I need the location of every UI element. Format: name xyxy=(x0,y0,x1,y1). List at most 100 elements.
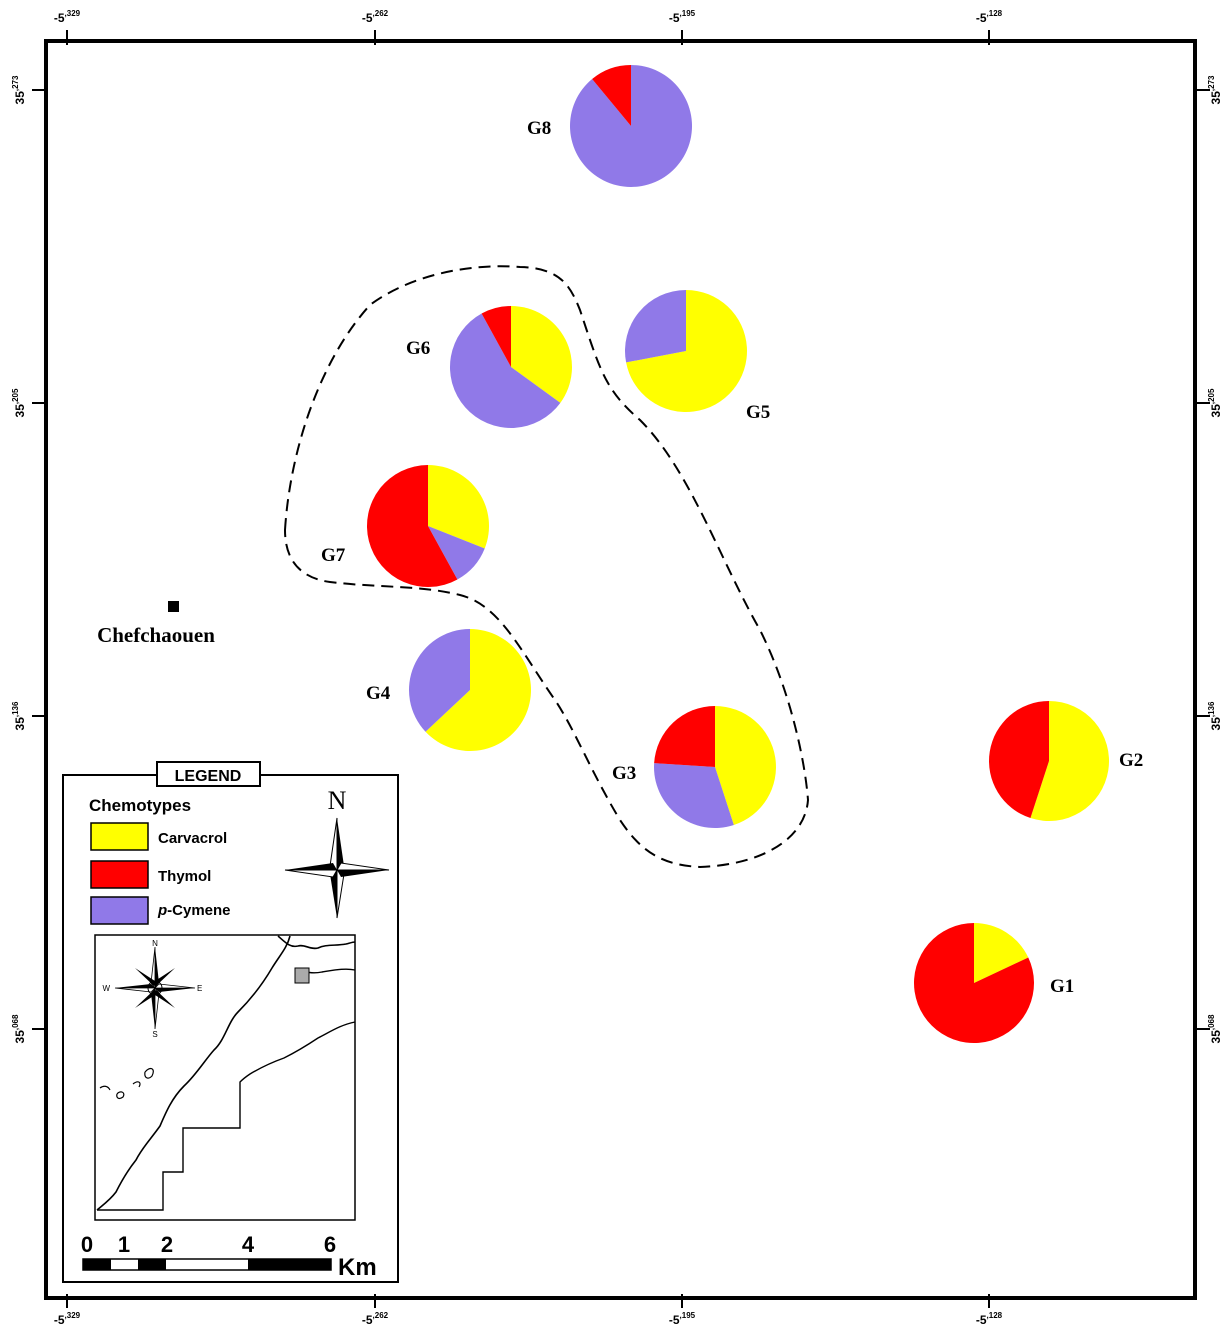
pie-charts: G1 G2 G3 G4 G5 G6 G7 G8 xyxy=(321,65,1143,1043)
label-right-2-sup: ,136 xyxy=(1207,701,1216,717)
legend-title-box xyxy=(156,761,261,787)
legend-label-carvacrol: Carvacrol xyxy=(158,830,227,847)
slice-p-cymene xyxy=(408,629,470,732)
pie-label-g2: G2 xyxy=(1119,750,1143,771)
pie-label-g1: G1 xyxy=(1050,976,1074,997)
pie-g1: G1 xyxy=(914,922,1074,1043)
label-bottom-0-sup: ,329 xyxy=(65,1311,81,1320)
slice-thymol xyxy=(914,923,1035,1043)
slice-carvacrol xyxy=(1030,700,1110,822)
axis-labels: -5,329-5,329-5,262-5,262-5,195-5,195-5,1… xyxy=(11,9,1223,1327)
scale-tick-1: 1 xyxy=(118,1232,130,1257)
label-right-1-sup: ,205 xyxy=(1207,388,1216,404)
label-top-2: -5,195 xyxy=(669,9,696,25)
legend-title: LEGEND xyxy=(175,768,242,785)
label-bottom-3: -5,128 xyxy=(976,1311,1003,1327)
pie-label-g8: G8 xyxy=(527,118,551,139)
map-frame xyxy=(44,39,1197,1300)
label-left-2-sup: ,136 xyxy=(11,701,20,717)
pie-g7: G7 xyxy=(321,464,490,587)
slice-p-cymene xyxy=(653,763,734,828)
label-left-0-sup: ,273 xyxy=(11,75,20,91)
inset-coast-north xyxy=(277,935,356,950)
label-right-2-base: 35 xyxy=(1209,717,1223,731)
town-marker xyxy=(168,601,179,612)
inset-islands xyxy=(99,1067,154,1100)
scale-bar: 0 1 2 4 6 Km xyxy=(81,1232,377,1281)
label-top-0: -5,329 xyxy=(54,9,81,25)
slice-p-cymene xyxy=(570,65,693,187)
slice-thymol xyxy=(654,706,715,767)
label-bottom-3-base: -5 xyxy=(976,1313,987,1327)
legend-label-p-cymene: p-Cymene xyxy=(157,902,231,919)
legend-italic-p: p xyxy=(157,902,167,919)
scale-tick-2: 2 xyxy=(161,1232,173,1257)
label-top-0-base: -5 xyxy=(54,11,65,25)
swatch-carvacrol xyxy=(90,822,149,851)
label-right-0-sup: ,273 xyxy=(1207,75,1216,91)
legend-label-thymol: Thymol xyxy=(158,868,211,885)
label-top-3-base: -5 xyxy=(976,11,987,25)
label-right-0-base: 35 xyxy=(1209,91,1223,105)
label-left-2: 35,136 xyxy=(11,701,27,730)
town-label: Chefchaouen xyxy=(97,623,215,647)
cluster-outline xyxy=(283,265,810,869)
label-left-0-base: 35 xyxy=(13,91,27,105)
label-right-1-base: 35 xyxy=(1209,404,1223,418)
label-top-1-base: -5 xyxy=(362,11,373,25)
inset-w: W xyxy=(102,984,110,993)
slice-thymol xyxy=(989,701,1049,819)
north-arrow-icon: N xyxy=(284,786,390,919)
slice-carvacrol xyxy=(428,465,490,549)
inset-n: N xyxy=(152,939,158,948)
pie-label-g6: G6 xyxy=(406,338,430,359)
label-right-2: 35,136 xyxy=(1207,701,1223,730)
inset-coastline xyxy=(96,935,291,1211)
scale-tick-4: 4 xyxy=(242,1232,255,1257)
label-bottom-2: -5,195 xyxy=(669,1311,696,1327)
label-left-3: 35,068 xyxy=(11,1014,27,1043)
label-left-1-sup: ,205 xyxy=(11,388,20,404)
label-top-3-sup: ,128 xyxy=(987,9,1003,18)
inset-s: S xyxy=(152,1030,157,1039)
label-left-1: 35,205 xyxy=(11,388,27,417)
legend: LEGEND Chemotypes Carvacrol Thymol p-Cym… xyxy=(62,761,399,1283)
pie-g4: G4 xyxy=(366,629,531,751)
label-top-1: -5,262 xyxy=(362,9,389,25)
label-left-3-sup: ,068 xyxy=(11,1014,20,1030)
label-top-2-base: -5 xyxy=(669,11,680,25)
label-left-2-base: 35 xyxy=(13,717,27,731)
scale-tick-0: 0 xyxy=(81,1232,93,1257)
label-bottom-1-sup: ,262 xyxy=(373,1311,389,1320)
slice-thymol xyxy=(366,464,458,587)
pie-label-g3: G3 xyxy=(612,763,636,784)
pie-label-g7: G7 xyxy=(321,545,346,566)
slice-carvacrol xyxy=(425,629,531,751)
label-bottom-0-base: -5 xyxy=(54,1313,65,1327)
swatch-thymol xyxy=(90,860,149,889)
label-bottom-2-base: -5 xyxy=(669,1313,680,1327)
swatch-p-cymene xyxy=(90,896,149,925)
label-right-1: 35,205 xyxy=(1207,388,1223,417)
label-bottom-0: -5,329 xyxy=(54,1311,81,1327)
axis-ticks xyxy=(32,30,1210,1308)
slice-p-cymene xyxy=(624,290,686,363)
slice-carvacrol xyxy=(974,922,1029,983)
legend-subtitle: Chemotypes xyxy=(89,796,191,815)
inset-map: N S W E xyxy=(94,934,356,1221)
label-left-0: 35,273 xyxy=(11,75,27,104)
inset-e: E xyxy=(197,984,202,993)
slice-carvacrol xyxy=(626,290,747,412)
label-bottom-2-sup: ,195 xyxy=(680,1311,696,1320)
slice-p-cymene xyxy=(449,313,561,429)
study-area-marker xyxy=(294,967,310,984)
slice-p-cymene xyxy=(428,526,485,580)
label-bottom-1-base: -5 xyxy=(362,1313,373,1327)
slice-thymol xyxy=(592,65,631,126)
pie-g8: G8 xyxy=(527,65,693,187)
scale-tick-6: 6 xyxy=(324,1232,336,1257)
pie-label-g4: G4 xyxy=(366,683,391,704)
label-right-3-sup: ,068 xyxy=(1207,1014,1216,1030)
label-right-3: 35,068 xyxy=(1207,1014,1223,1043)
